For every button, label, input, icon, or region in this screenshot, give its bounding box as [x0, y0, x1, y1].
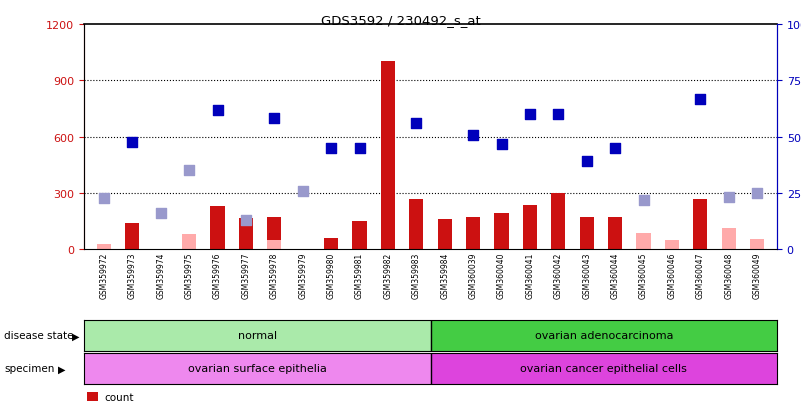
Point: [524, 112, 537, 118]
Text: percentile rank within the sample: percentile rank within the sample: [104, 412, 280, 413]
Text: ▶: ▶: [72, 330, 79, 341]
Text: disease state: disease state: [4, 330, 74, 341]
Text: GSM359979: GSM359979: [298, 252, 308, 298]
Point: [751, 190, 763, 197]
Point: [155, 210, 167, 216]
Text: GSM359980: GSM359980: [327, 252, 336, 298]
Text: GDS3592 / 230492_s_at: GDS3592 / 230492_s_at: [320, 14, 481, 27]
Bar: [665, 240, 679, 250]
Bar: [409, 199, 424, 250]
Text: ovarian surface epithelia: ovarian surface epithelia: [188, 363, 327, 374]
Bar: [268, 217, 281, 250]
Point: [211, 108, 224, 114]
Text: GSM360048: GSM360048: [724, 252, 733, 298]
Text: GSM359972: GSM359972: [99, 252, 108, 298]
Text: GSM360043: GSM360043: [582, 252, 591, 298]
Text: GSM360045: GSM360045: [639, 252, 648, 298]
Point: [410, 121, 423, 128]
Point: [467, 132, 480, 139]
Text: normal: normal: [238, 330, 277, 341]
Bar: [466, 217, 481, 250]
Point: [296, 188, 309, 195]
Text: GSM360046: GSM360046: [667, 252, 676, 298]
Bar: [523, 206, 537, 250]
Bar: [97, 244, 111, 250]
Text: GSM359984: GSM359984: [441, 252, 449, 298]
Bar: [182, 235, 196, 250]
Bar: [84, 353, 431, 384]
Bar: [352, 222, 367, 250]
Bar: [494, 213, 509, 250]
Text: ▶: ▶: [58, 363, 65, 374]
Bar: [637, 233, 650, 250]
Point: [580, 159, 593, 165]
Text: GSM360047: GSM360047: [696, 252, 705, 298]
Bar: [551, 194, 566, 250]
Text: GSM360040: GSM360040: [497, 252, 506, 298]
Bar: [693, 199, 707, 250]
Text: GSM359975: GSM359975: [185, 252, 194, 298]
Bar: [722, 228, 736, 250]
Point: [637, 197, 650, 204]
Text: GSM359982: GSM359982: [384, 252, 392, 298]
Text: GSM359974: GSM359974: [156, 252, 165, 298]
Point: [495, 142, 508, 148]
Text: specimen: specimen: [4, 363, 54, 374]
Text: ovarian cancer epithelial cells: ovarian cancer epithelial cells: [521, 363, 687, 374]
Text: GSM360039: GSM360039: [469, 252, 477, 298]
Point: [324, 145, 337, 152]
Text: GSM359981: GSM359981: [355, 252, 364, 298]
Text: ■: ■: [87, 412, 98, 413]
Text: GSM360049: GSM360049: [753, 252, 762, 298]
Bar: [437, 220, 452, 250]
Bar: [380, 62, 395, 250]
Text: GSM359977: GSM359977: [241, 252, 251, 298]
Text: ovarian adenocarcinoma: ovarian adenocarcinoma: [534, 330, 673, 341]
Text: GSM359976: GSM359976: [213, 252, 222, 298]
Bar: [239, 218, 253, 250]
Bar: [268, 240, 281, 250]
Bar: [125, 223, 139, 250]
Bar: [750, 240, 764, 250]
Bar: [324, 239, 338, 250]
Bar: [211, 207, 224, 250]
Point: [723, 194, 735, 201]
Text: GSM360044: GSM360044: [610, 252, 620, 298]
Point: [239, 218, 252, 224]
Point: [183, 168, 195, 174]
Bar: [431, 320, 777, 351]
Point: [353, 145, 366, 152]
Bar: [580, 217, 594, 250]
Bar: [608, 217, 622, 250]
Text: GSM359973: GSM359973: [128, 252, 137, 298]
Point: [694, 97, 706, 103]
Text: GSM360042: GSM360042: [553, 252, 563, 298]
Point: [552, 112, 565, 118]
Point: [609, 145, 622, 152]
Point: [126, 140, 139, 146]
Point: [268, 115, 281, 122]
Point: [98, 195, 111, 202]
Text: count: count: [104, 392, 134, 402]
Bar: [97, 248, 111, 250]
Bar: [431, 353, 777, 384]
Bar: [84, 320, 431, 351]
Text: GSM360041: GSM360041: [525, 252, 534, 298]
Text: GSM359978: GSM359978: [270, 252, 279, 298]
Text: GSM359983: GSM359983: [412, 252, 421, 298]
